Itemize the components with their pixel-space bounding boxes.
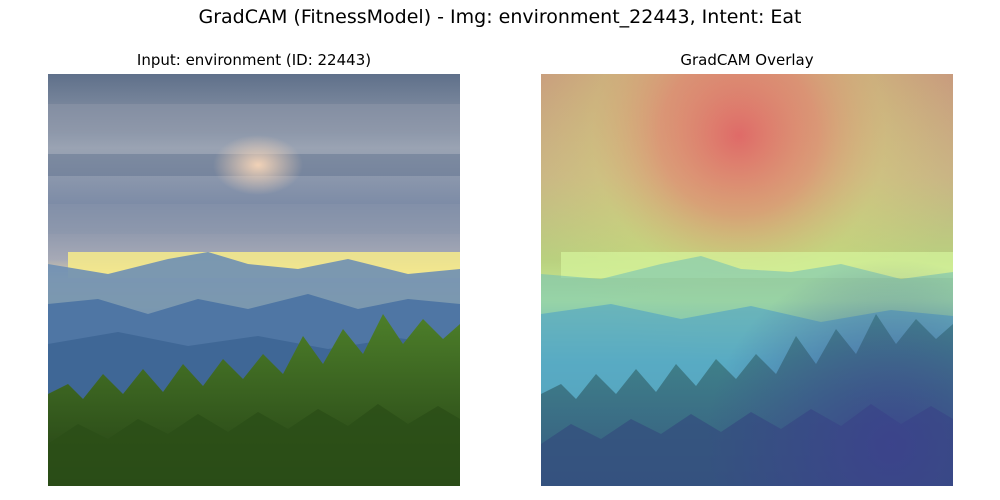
gradcam-overlay-canvas: [541, 74, 953, 486]
overlay-panel-title: GradCAM Overlay: [680, 51, 814, 69]
input-image: [48, 74, 460, 486]
input-image-canvas: [48, 74, 460, 486]
input-panel-title: Input: environment (ID: 22443): [136, 51, 372, 69]
gradcam-overlay-image: [541, 74, 953, 486]
figure-title: GradCAM (FitnessModel) - Img: environmen…: [198, 6, 802, 28]
